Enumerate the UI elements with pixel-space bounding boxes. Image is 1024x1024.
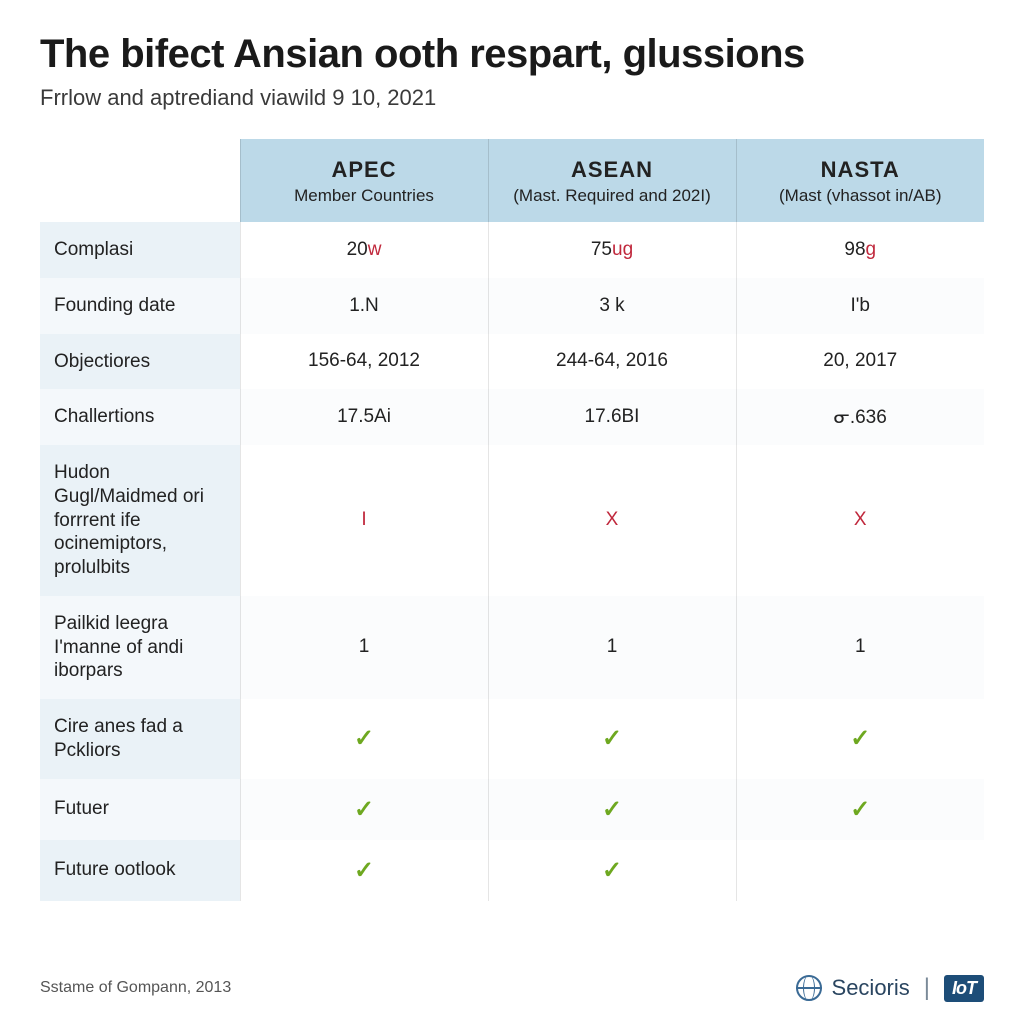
- col-sub: Member Countries: [294, 186, 434, 205]
- table-row: Futuer ✓ ✓ ✓: [40, 779, 984, 840]
- table-cell: 98g: [736, 222, 984, 278]
- brand-name: Secioris: [832, 975, 910, 1001]
- row-label: Founding date: [40, 278, 240, 334]
- check-icon: ✓: [354, 796, 374, 823]
- table-cell: ✓: [736, 699, 984, 779]
- table-cell: ✓: [488, 699, 736, 779]
- page-subtitle: Frrlow and aptrediand viawild 9 10, 2021: [40, 85, 984, 111]
- check-icon: ✓: [354, 725, 374, 752]
- table-cell: 1: [736, 596, 984, 699]
- table-cell: 1.N: [240, 278, 488, 334]
- col-header-apec: APEC Member Countries: [240, 139, 488, 222]
- table-row: Challertions17.5Ai17.6BIᓂ.636: [40, 389, 984, 445]
- table-row: Objectiores156-64, 2012244-64, 201620, 2…: [40, 334, 984, 390]
- row-label: Future ootlook: [40, 840, 240, 901]
- col-org: NASTA: [747, 157, 975, 183]
- table-cell: 20w: [240, 222, 488, 278]
- check-icon: ✓: [602, 796, 622, 823]
- table-row: Complasi20w75ug98g: [40, 222, 984, 278]
- table-cell: I: [240, 445, 488, 596]
- check-icon: ✓: [602, 857, 622, 884]
- table-body: Complasi20w75ug98gFounding date1.N3 kI'b…: [40, 222, 984, 901]
- row-label: Futuer: [40, 779, 240, 840]
- col-sub: (Mast. Required and 202I): [513, 186, 711, 205]
- row-label: Challertions: [40, 389, 240, 445]
- table-cell: 3 k: [488, 278, 736, 334]
- header-blank: [40, 139, 240, 222]
- col-org: APEC: [251, 157, 478, 183]
- row-label: Hudon Gugl/Maidmed ori forrrent ife ocin…: [40, 445, 240, 596]
- check-icon: ✓: [850, 725, 870, 752]
- table-cell: 17.5Ai: [240, 389, 488, 445]
- globe-icon: [796, 975, 822, 1001]
- brand-divider: |: [924, 974, 930, 1002]
- table-row: Cire anes fad a Pckliors ✓ ✓ ✓: [40, 699, 984, 779]
- check-icon: ✓: [850, 796, 870, 823]
- col-sub: (Mast (vhassot in/AB): [779, 186, 942, 205]
- table-cell: ✓: [240, 699, 488, 779]
- table-row: Founding date1.N3 kI'b: [40, 278, 984, 334]
- brand-badge: IoT: [944, 975, 984, 1002]
- table-cell: 20, 2017: [736, 334, 984, 390]
- table-row: Hudon Gugl/Maidmed ori forrrent ife ocin…: [40, 445, 984, 596]
- table-cell: ✓: [240, 779, 488, 840]
- table-cell: 17.6BI: [488, 389, 736, 445]
- col-header-asean: ASEAN (Mast. Required and 202I): [488, 139, 736, 222]
- table-cell: ✓: [240, 840, 488, 901]
- table-cell: I'b: [736, 278, 984, 334]
- source-text: Sstame of Gompann, 2013: [40, 979, 231, 997]
- table-cell: [736, 840, 984, 901]
- page-title: The bifect Ansian ooth respart, glussion…: [40, 32, 984, 77]
- table-cell: 1: [488, 596, 736, 699]
- table-cell: ✓: [488, 779, 736, 840]
- table-cell: 156-64, 2012: [240, 334, 488, 390]
- table-cell: ✓: [488, 840, 736, 901]
- comparison-table: APEC Member Countries ASEAN (Mast. Requi…: [40, 139, 984, 901]
- row-label: Complasi: [40, 222, 240, 278]
- table-row: Future ootlook ✓ ✓: [40, 840, 984, 901]
- table-cell: X: [488, 445, 736, 596]
- table-cell: 1: [240, 596, 488, 699]
- row-label: Objectiores: [40, 334, 240, 390]
- table-row: Pailkid leegra I'manne of andi iborpars1…: [40, 596, 984, 699]
- table-cell: ✓: [736, 779, 984, 840]
- table-cell: X: [736, 445, 984, 596]
- table-cell: 75ug: [488, 222, 736, 278]
- brand-block: Secioris | IoT: [796, 974, 984, 1002]
- row-label: Cire anes fad a Pckliors: [40, 699, 240, 779]
- table-cell: 244-64, 2016: [488, 334, 736, 390]
- col-org: ASEAN: [499, 157, 726, 183]
- row-label: Pailkid leegra I'manne of andi iborpars: [40, 596, 240, 699]
- check-icon: ✓: [602, 725, 622, 752]
- col-header-nasta: NASTA (Mast (vhassot in/AB): [736, 139, 984, 222]
- footer: Sstame of Gompann, 2013 Secioris | IoT: [40, 974, 984, 1002]
- table-cell: ᓂ.636: [736, 389, 984, 445]
- check-icon: ✓: [354, 857, 374, 884]
